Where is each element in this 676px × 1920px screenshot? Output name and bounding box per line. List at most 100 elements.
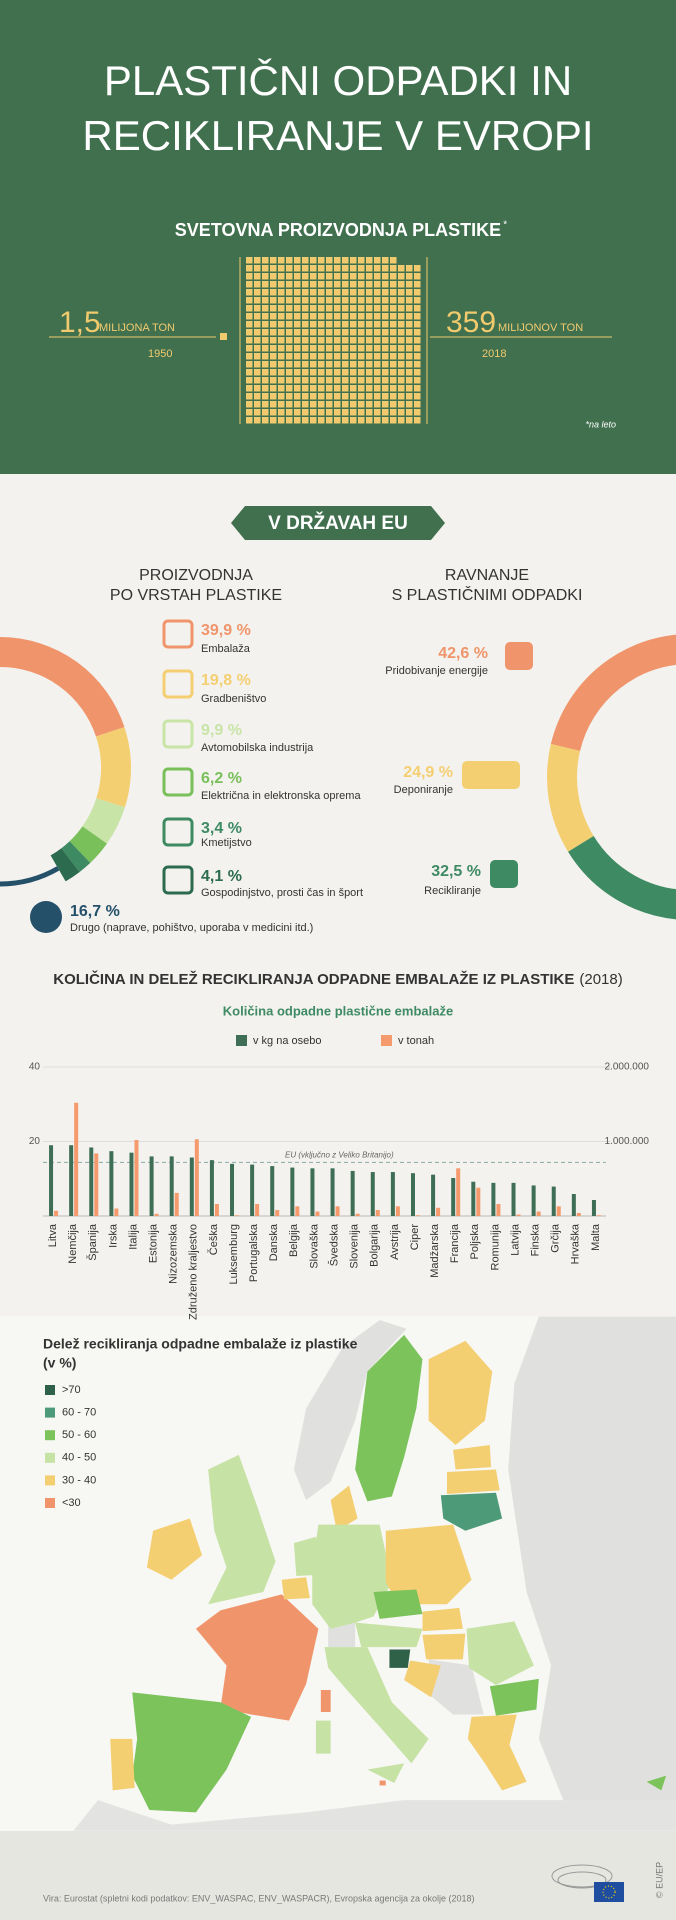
pictograph-square [310,313,317,320]
pictograph-square [270,305,277,312]
pictograph-square [270,337,277,344]
bar [415,1215,420,1216]
pictograph-square [326,281,333,288]
country [208,1454,276,1605]
pictograph-square [366,417,373,424]
right-value: 359 [446,306,496,339]
pictograph-square [302,417,309,424]
pictograph-square [374,281,381,288]
value-label: 16,7 % [70,903,120,920]
pictograph-square [342,401,349,408]
pictograph-square [254,321,261,328]
pictograph-square [334,393,341,400]
subtitle-mark: * [503,220,507,231]
pictograph-square [390,353,397,360]
bar [214,1204,219,1216]
title: RECIKLIRANJE V EVROPI [82,112,593,159]
pictograph-square [262,305,269,312]
pictograph-square [270,281,277,288]
x-tick-label: Poljska [469,1223,481,1259]
pictograph-square [246,409,253,416]
pictograph-square [374,265,381,272]
bar [491,1182,496,1216]
pictograph-square [414,321,421,328]
map-title: Delež recikliranja odpadne embalaže iz p… [43,1336,358,1352]
pictograph-square [382,393,389,400]
pictograph-square [294,337,301,344]
pictograph-square [414,417,421,424]
pictograph-square [390,337,397,344]
country [146,1518,203,1580]
legend-label: 30 - 40 [62,1474,96,1486]
pictograph-square [294,377,301,384]
note: *na leto [585,419,616,429]
bar [471,1181,476,1216]
bar [451,1178,456,1216]
pictograph-square [262,265,269,272]
pictograph-square [326,401,333,408]
bar [571,1194,576,1216]
pictograph-square [318,337,325,344]
pictograph-square [270,385,277,392]
pictograph-square [398,297,405,304]
pictograph-square [246,313,253,320]
pictograph-square [286,353,293,360]
pictograph-square [318,369,325,376]
pictograph-square [254,393,261,400]
pictograph-square [382,297,389,304]
pictograph-square [294,305,301,312]
country [293,1536,319,1577]
pictograph-square [326,257,333,264]
pictograph-square [318,377,325,384]
value-label: 6,2 % [201,770,242,787]
pictograph-square [254,265,261,272]
pictograph-square [270,329,277,336]
pictograph-square [318,417,325,424]
pictograph-square [302,257,309,264]
pictograph-square [350,297,357,304]
pictograph-square [414,313,421,320]
pictograph-square [286,361,293,368]
pictograph-square [278,385,285,392]
country [467,1714,527,1791]
pictograph-square [382,353,389,360]
pictograph-square [326,369,333,376]
donut-segment [61,841,91,873]
pictograph-square [382,337,389,344]
category-label: Kmetijstvo [201,837,252,849]
pictograph-square [382,385,389,392]
bar [114,1208,119,1216]
pictograph-square [358,257,365,264]
pictograph-square [334,353,341,360]
x-tick-label: Ciper [409,1224,421,1251]
pictograph-square [342,265,349,272]
small-square [220,333,227,340]
pictograph-square [398,289,405,296]
pictograph-square [390,409,397,416]
pictograph-square [262,345,269,352]
pictograph-square [286,401,293,408]
pictograph-square [326,377,333,384]
pictograph-square [302,313,309,320]
x-tick-label: Španija [86,1223,99,1261]
pictograph-square [262,257,269,264]
pictograph-square [342,297,349,304]
pictograph-square [326,265,333,272]
country [646,1775,667,1791]
pictograph-square [334,401,341,408]
pictograph-square [414,297,421,304]
pictograph-square [390,281,397,288]
pictograph-square [246,321,253,328]
pictograph-square [254,401,261,408]
pictograph-square [302,289,309,296]
pictograph-square [390,305,397,312]
pictograph-square [294,265,301,272]
pictograph-square [414,401,421,408]
pictograph-square [406,297,413,304]
pictograph-square [374,393,381,400]
pictograph-square [294,409,301,416]
pictograph-square [390,417,397,424]
logo-arc [557,1871,607,1889]
pictograph-square [374,401,381,408]
pictograph-square [262,417,269,424]
